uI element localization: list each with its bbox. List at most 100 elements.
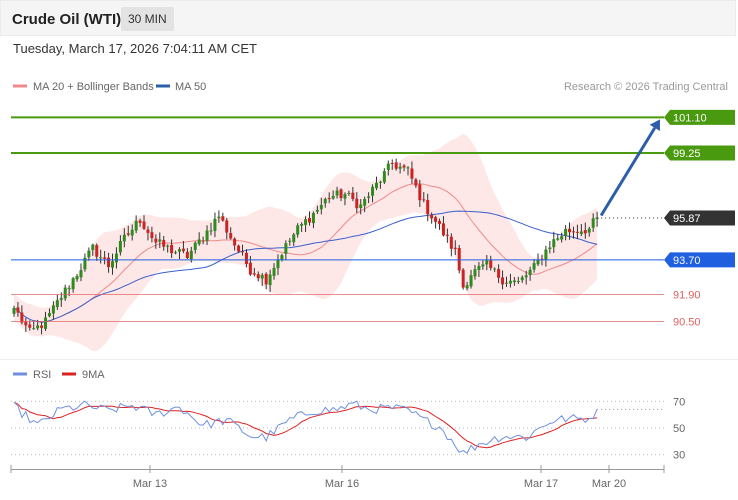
candle-body-down <box>449 236 453 249</box>
candlestick <box>99 249 103 264</box>
candlestick <box>489 255 493 271</box>
candle-body-up <box>512 280 516 283</box>
candle-body-down <box>185 251 189 259</box>
candlestick <box>107 252 111 273</box>
candle-body-up <box>335 190 339 196</box>
candle-body-up <box>91 244 95 251</box>
candlestick <box>12 305 16 317</box>
candlestick <box>331 190 335 200</box>
candlestick <box>347 190 351 196</box>
rsi-ma-line <box>13 401 598 449</box>
candle-body-down <box>489 260 493 269</box>
candle-body-up <box>386 163 390 171</box>
candlestick <box>241 244 245 256</box>
candlestick <box>335 186 339 199</box>
candlestick <box>422 192 426 203</box>
level-tag-pivot <box>664 252 735 268</box>
candle-body-down <box>107 257 111 268</box>
candle-body-up <box>268 274 272 286</box>
candle-body-up <box>292 234 296 243</box>
candle-body-up <box>87 250 91 258</box>
candlestick <box>150 226 154 243</box>
candle-body-up <box>343 194 347 199</box>
candlestick <box>24 317 28 333</box>
candlestick <box>158 232 162 249</box>
candlestick <box>363 196 367 213</box>
candlestick <box>481 260 485 270</box>
candle-body-up <box>485 260 489 265</box>
chart-datetime: Tuesday, March 17, 2026 7:04:11 AM CET <box>13 41 257 56</box>
candle-body-up <box>493 268 497 270</box>
candlestick <box>343 192 347 206</box>
x-axis-label: Mar 17 <box>524 478 558 490</box>
candlestick <box>508 273 512 288</box>
candlestick-layer <box>12 158 599 335</box>
candle-body-up <box>556 238 560 240</box>
target-arrow-shaft <box>599 127 657 217</box>
candlestick <box>237 244 241 253</box>
candlestick <box>438 218 442 230</box>
candlestick <box>162 235 166 251</box>
candle-body-up <box>382 171 386 183</box>
candlestick <box>197 232 201 246</box>
candle-body-up <box>473 269 477 277</box>
level-label: 90.50 <box>673 316 701 328</box>
candlestick <box>138 218 142 227</box>
candlestick <box>111 253 114 275</box>
candlestick <box>571 226 575 239</box>
candle-body-up <box>359 204 363 209</box>
candle-body-down <box>410 168 414 179</box>
candlestick <box>260 272 264 287</box>
candlestick <box>126 225 130 237</box>
candle-body-up <box>544 249 548 261</box>
candle-body-up <box>406 167 410 169</box>
candle-body-up <box>166 245 170 247</box>
candle-body-up <box>371 186 375 196</box>
candlestick <box>568 222 572 240</box>
candle-body-down <box>162 240 166 247</box>
candle-body-down <box>154 238 158 243</box>
interval-button[interactable]: 30 MIN <box>121 7 174 31</box>
candlestick <box>505 276 508 287</box>
candlestick <box>28 320 32 331</box>
candlestick <box>564 225 568 241</box>
candlestick <box>40 321 44 335</box>
candlestick <box>87 247 91 261</box>
candle-body-down <box>571 231 575 233</box>
candle-body-up <box>374 182 378 189</box>
ma50-line <box>13 210 598 323</box>
credit-text: Research © 2026 Trading Central <box>564 81 728 93</box>
candle-body-up <box>276 259 280 269</box>
candle-body-up <box>158 239 162 242</box>
candle-body-up <box>111 261 114 268</box>
candle-body-up <box>532 263 536 270</box>
candlestick <box>63 284 67 301</box>
candle-body-up <box>193 242 197 251</box>
ma20-legend-swatch <box>13 84 27 88</box>
candle-body-up <box>528 269 532 275</box>
bollinger-band-layer <box>14 133 598 352</box>
candle-body-down <box>221 216 225 221</box>
candlestick <box>166 244 170 253</box>
rsi-panel: 70 50 30 <box>11 396 685 462</box>
candle-body-up <box>587 228 591 233</box>
candle-body-up <box>481 264 485 267</box>
candlestick <box>170 239 174 259</box>
candle-body-down <box>241 251 245 253</box>
candlestick <box>512 277 516 286</box>
level-label: 95.87 <box>673 213 701 225</box>
candlestick <box>532 258 536 273</box>
candlestick <box>181 240 185 254</box>
candle-body-down <box>142 221 146 229</box>
candle-body-down <box>126 233 130 235</box>
candle-body-up <box>378 181 382 183</box>
candlestick <box>47 308 51 318</box>
candle-body-up <box>477 266 481 270</box>
candle-body-down <box>418 184 422 201</box>
candle-body-up <box>174 252 178 254</box>
candle-body-up <box>177 249 181 252</box>
candlestick <box>355 192 359 213</box>
candle-body-down <box>426 200 430 215</box>
candlestick <box>414 177 418 189</box>
candle-body-up <box>189 250 193 260</box>
